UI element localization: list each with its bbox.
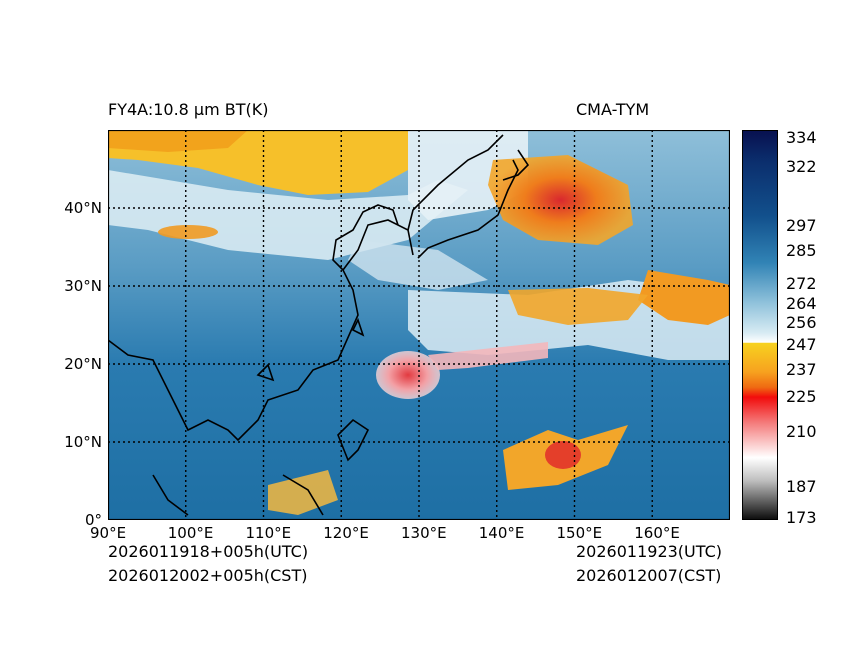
lat-tick-label: 20°N xyxy=(64,355,102,373)
colorbar-tick-label: 247 xyxy=(786,334,817,354)
lat-tick-label: 30°N xyxy=(64,277,102,295)
init-time-utc: 2026011918+005h(UTC) xyxy=(108,542,309,561)
valid-time-cst: 2026012007(CST) xyxy=(576,566,722,585)
colorbar-tick-label: 225 xyxy=(786,387,817,407)
colorbar-tick-label: 173 xyxy=(786,508,817,528)
cloud-cluster-ne xyxy=(488,155,633,245)
init-time-cst: 2026012002+005h(CST) xyxy=(108,566,308,585)
lon-tick-label: 100°E xyxy=(167,524,214,542)
graticule xyxy=(108,130,730,520)
lat-tick-label: 40°N xyxy=(64,199,102,217)
colorbar-tick-label: 334 xyxy=(786,127,817,147)
colorbar-tick-label: 256 xyxy=(786,313,817,333)
colorbar-tick-label: 210 xyxy=(786,422,817,442)
lon-tick-label: 130°E xyxy=(401,524,447,542)
lon-tick-label: 140°E xyxy=(478,524,525,542)
lon-tick-label: 160°E xyxy=(634,524,680,542)
model-label: CMA-TYM xyxy=(576,100,650,119)
colorbar-gradient xyxy=(742,130,778,520)
lon-tick-label: 90°E xyxy=(90,524,127,542)
colorbar-tick-label: 187 xyxy=(786,476,817,496)
typhoon-core xyxy=(376,351,440,399)
lon-tick-label: 110°E xyxy=(245,524,292,542)
lon-tick-label: 150°E xyxy=(556,524,603,542)
coastlines xyxy=(108,134,530,516)
colorbar-tick-label: 322 xyxy=(786,157,817,177)
lat-tick-label: 0° xyxy=(84,511,102,529)
colorbar-tick-label: 297 xyxy=(786,215,817,235)
colorbar xyxy=(742,130,778,520)
lon-tick-label: 120°E xyxy=(323,524,369,542)
satellite-map xyxy=(108,130,730,520)
map-title: FY4A:10.8 µm BT(K) xyxy=(108,100,269,119)
colorbar-tick-label: 237 xyxy=(786,359,817,379)
map-frame xyxy=(108,130,730,520)
colorbar-tick-label: 285 xyxy=(786,240,817,260)
colorbar-tick-label: 272 xyxy=(786,274,817,294)
colorbar-tick-label: 264 xyxy=(786,293,817,313)
valid-time-utc: 2026011923(UTC) xyxy=(576,542,722,561)
lat-tick-label: 10°N xyxy=(64,433,102,451)
